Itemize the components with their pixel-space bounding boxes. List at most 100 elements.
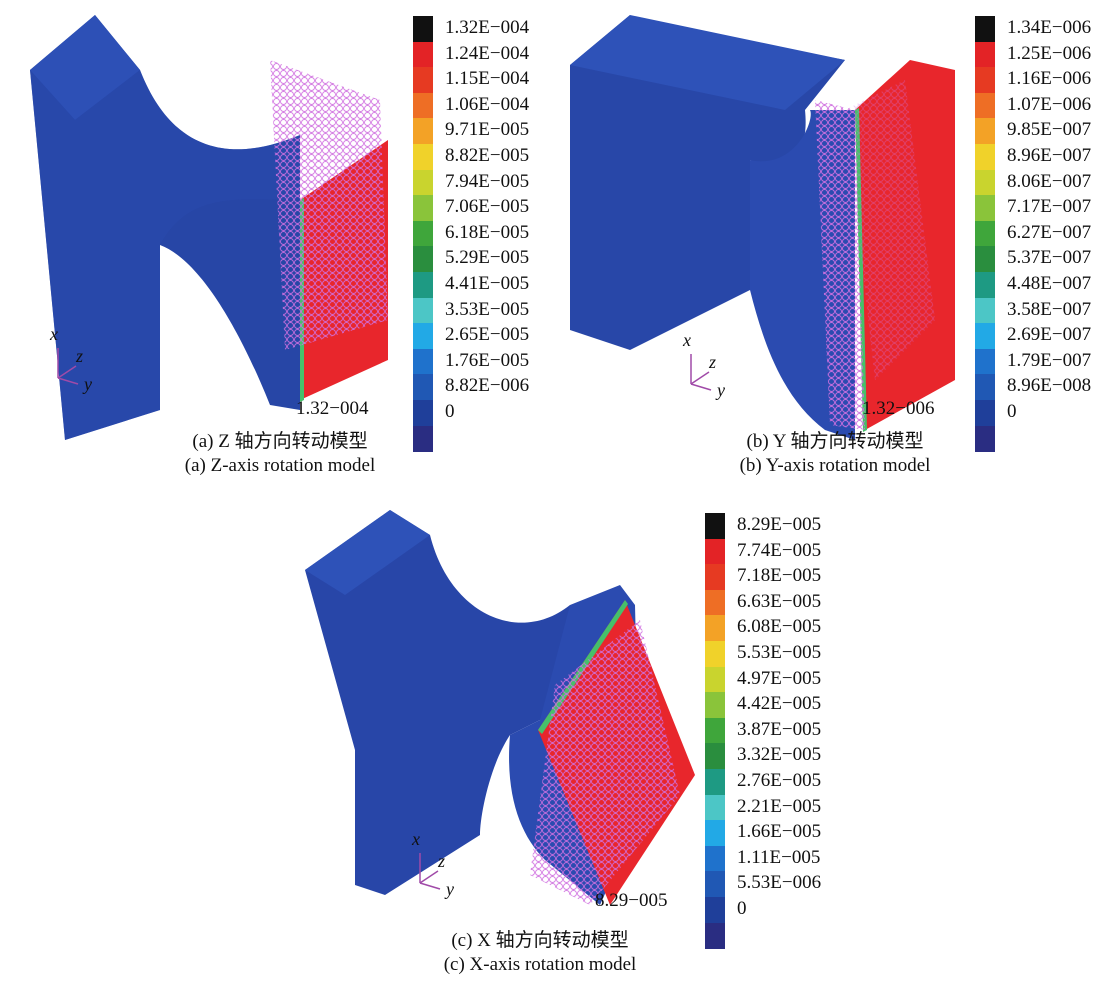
- color-scale-label: 3.58E−007: [1007, 298, 1092, 320]
- axis-label-z: z: [709, 352, 717, 372]
- color-scale-band: [975, 169, 995, 196]
- color-scale-label: 3.53E−005: [445, 298, 530, 320]
- color-scale-band: [413, 144, 433, 171]
- color-scale-band: [413, 272, 433, 299]
- color-scale-label: 8.96E−007: [1007, 145, 1092, 166]
- color-scale-band: [705, 564, 725, 591]
- panel-b: 1.32−006 x z y 1.34E−006 1.25E−006 1.16E−0…: [555, 0, 1106, 490]
- color-scale-band: [705, 538, 725, 565]
- panel-a-max-value-label: 1.32−004: [296, 398, 369, 419]
- color-scale-label: 2.69E−007: [1007, 324, 1092, 346]
- axis-label-x: x: [50, 324, 58, 344]
- color-scale-label: 6.63E−005: [737, 590, 822, 612]
- color-scale-band: [975, 195, 995, 222]
- color-scale-label: 4.42E−005: [737, 693, 822, 715]
- color-scale-label: 0: [445, 401, 455, 422]
- color-scale-band: [413, 41, 433, 68]
- color-scale-label: 1.15E−004: [445, 68, 530, 90]
- color-scale-label: 5.29E−005: [445, 247, 530, 269]
- panel-c: 8.29−005 x z y 8.29E−005 7.74E−005 7.18E−0…: [290, 505, 850, 982]
- color-scale-label: 7.94E−005: [445, 170, 530, 192]
- color-scale-band: [975, 297, 995, 324]
- axis-label-y: y: [717, 380, 725, 400]
- panel-a-axis-triad: x z y: [46, 322, 116, 402]
- panel-c-max-value-label: 8.29−005: [595, 890, 668, 911]
- panel-b-caption-cn: (b) Y 轴方向转动模型: [746, 431, 924, 452]
- axis-label-x: x: [412, 829, 420, 849]
- color-scale-label: 8.82E−006: [445, 375, 530, 397]
- color-scale-label: 8.82E−005: [445, 145, 530, 166]
- color-scale-label: 8.29E−005: [737, 514, 822, 535]
- color-scale-band: [705, 589, 725, 616]
- color-scale-label: 9.71E−005: [445, 119, 530, 141]
- panel-a-color-scale: 1.32E−004 1.24E−004 1.15E−004 1.06E−004 9.71…: [413, 16, 563, 452]
- color-scale-label: 7.06E−005: [445, 196, 530, 218]
- color-scale-band: [705, 820, 725, 847]
- panel-b-color-scale: 1.34E−006 1.25E−006 1.16E−006 1.07E−006 9.85…: [975, 16, 1106, 452]
- color-scale-label: 4.48E−007: [1007, 273, 1092, 294]
- color-scale-label: 8.96E−008: [1007, 375, 1092, 397]
- color-scale-label: 2.21E−005: [737, 795, 822, 817]
- color-scale-band: [975, 400, 995, 427]
- color-scale-band: [975, 16, 995, 43]
- axis-triad-icon: [57, 348, 79, 385]
- color-scale-band: [705, 641, 725, 668]
- color-scale-band: [975, 118, 995, 145]
- panel-a: 1.32−004 x z y 1.32E−004 1.24E−004 1.15E−0…: [0, 0, 560, 490]
- color-scale-band: [413, 425, 433, 452]
- color-scale-band: [975, 323, 995, 350]
- color-scale-label: 9.85E−007: [1007, 119, 1092, 141]
- color-scale-band: [413, 220, 433, 247]
- color-scale-band: [975, 144, 995, 171]
- color-scale-band: [975, 272, 995, 299]
- color-scale-band: [413, 16, 433, 43]
- color-scale-band: [413, 297, 433, 324]
- color-scale-label: 6.18E−005: [445, 221, 530, 243]
- color-scale-band: [705, 615, 725, 642]
- panel-a-caption: (a) Z 轴方向转动模型 (a) Z-axis rotation model: [150, 430, 410, 478]
- color-scale-band: [413, 323, 433, 350]
- axis-triad-icon: [419, 853, 441, 890]
- color-scale-band: [705, 769, 725, 796]
- color-scale-label: 5.37E−007: [1007, 247, 1092, 269]
- panel-c-caption-cn: (c) X 轴方向转动模型: [451, 930, 629, 951]
- color-scale-label: 0: [1007, 401, 1017, 422]
- color-scale-label: 5.53E−005: [737, 642, 822, 663]
- color-scale-label: 1.16E−006: [1007, 68, 1092, 90]
- color-scale-band: [705, 513, 725, 540]
- color-scale-band: [975, 41, 995, 68]
- color-scale-band: [705, 897, 725, 924]
- color-scale-band: [705, 845, 725, 872]
- color-scale-label: 1.32E−004: [445, 17, 530, 38]
- color-scale-label: 1.66E−005: [737, 821, 822, 843]
- color-scale-band: [705, 666, 725, 693]
- panel-a-caption-en: (a) Z-axis rotation model: [184, 455, 376, 476]
- panel-b-max-value-label: 1.32−006: [862, 398, 935, 419]
- color-scale-band: [705, 871, 725, 898]
- color-scale-band: [705, 922, 725, 949]
- color-scale-band: [975, 67, 995, 94]
- panel-a-model-render: [30, 15, 388, 440]
- color-scale-label: 1.06E−004: [445, 93, 530, 115]
- color-scale-band: [705, 717, 725, 744]
- panel-b-caption-en: (b) Y-axis rotation model: [739, 455, 931, 476]
- color-scale-band: [705, 692, 725, 719]
- color-scale-label: 1.34E−006: [1007, 17, 1092, 38]
- color-scale-label: 1.07E−006: [1007, 93, 1092, 115]
- color-scale-label: 4.97E−005: [737, 667, 822, 689]
- axis-label-x: x: [683, 330, 691, 350]
- color-scale-band: [413, 374, 433, 401]
- panel-c-caption-en: (c) X-axis rotation model: [443, 954, 637, 975]
- axis-label-y: y: [84, 374, 92, 394]
- color-scale-band: [705, 794, 725, 821]
- color-scale-label: 7.18E−005: [737, 565, 822, 587]
- panel-b-caption: (b) Y 轴方向转动模型 (b) Y-axis rotation model: [705, 430, 965, 478]
- color-scale-band: [975, 246, 995, 273]
- color-scale-label: 1.11E−005: [737, 846, 821, 868]
- color-scale-label: 2.76E−005: [737, 770, 822, 791]
- color-scale-band: [413, 348, 433, 375]
- color-scale-label: 0: [737, 898, 747, 919]
- color-scale-band: [413, 400, 433, 427]
- color-scale-band: [413, 169, 433, 196]
- color-scale-band: [975, 92, 995, 119]
